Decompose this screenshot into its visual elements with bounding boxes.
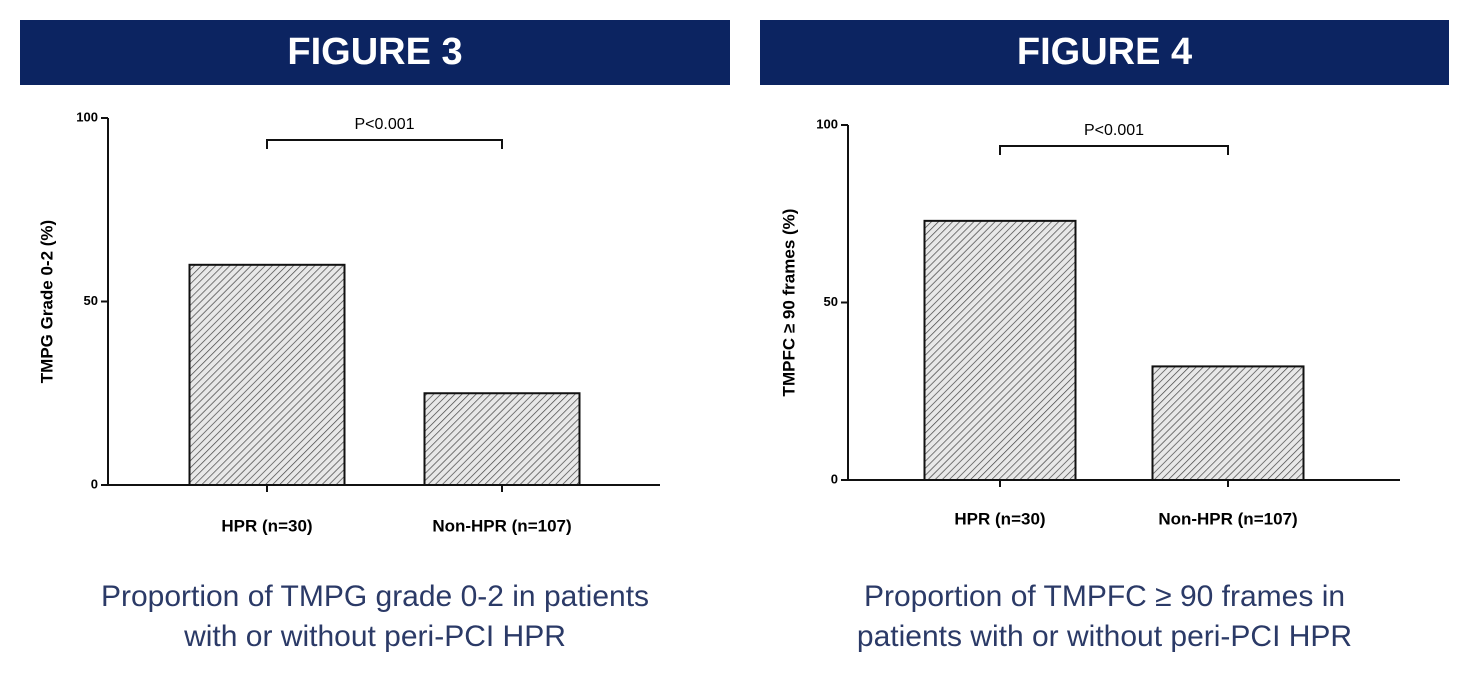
y-tick-label: 100 xyxy=(816,116,838,131)
bar xyxy=(923,219,1077,481)
y-tick-label: 0 xyxy=(91,476,98,491)
bar xyxy=(423,392,581,486)
bar xyxy=(1151,365,1305,481)
title-banner xyxy=(760,20,1449,85)
x-tick-label: HPR (n=30) xyxy=(954,509,1045,528)
caption: Proportion of TMPFC ≥ 90 frames in xyxy=(864,580,1345,613)
bar xyxy=(188,263,346,486)
chart-title: FIGURE 4 xyxy=(1017,31,1192,73)
significance-bracket xyxy=(266,139,503,149)
significance-label: P<0.001 xyxy=(1084,122,1144,139)
x-tick-label: Non-HPR (n=107) xyxy=(432,516,571,535)
y-tick-label: 50 xyxy=(824,294,838,309)
caption: Proportion of TMPG grade 0-2 in patients xyxy=(101,580,649,613)
y-tick-label: 0 xyxy=(831,471,838,486)
significance-label: P<0.001 xyxy=(354,116,414,133)
chart-title: FIGURE 3 xyxy=(287,31,462,73)
y-axis-label: TMPG Grade 0-2 (%) xyxy=(37,220,56,383)
x-tick-label: Non-HPR (n=107) xyxy=(1158,509,1297,528)
caption: with or without peri-PCI HPR xyxy=(183,620,566,653)
caption: patients with or without peri-PCI HPR xyxy=(857,620,1352,653)
title-banner xyxy=(20,20,730,85)
y-tick-label: 50 xyxy=(84,293,98,308)
y-tick-label: 100 xyxy=(76,109,98,124)
significance-bracket xyxy=(999,145,1229,155)
x-tick-label: HPR (n=30) xyxy=(221,516,312,535)
y-axis-label: TMPFC ≥ 90 frames (%) xyxy=(779,209,798,397)
